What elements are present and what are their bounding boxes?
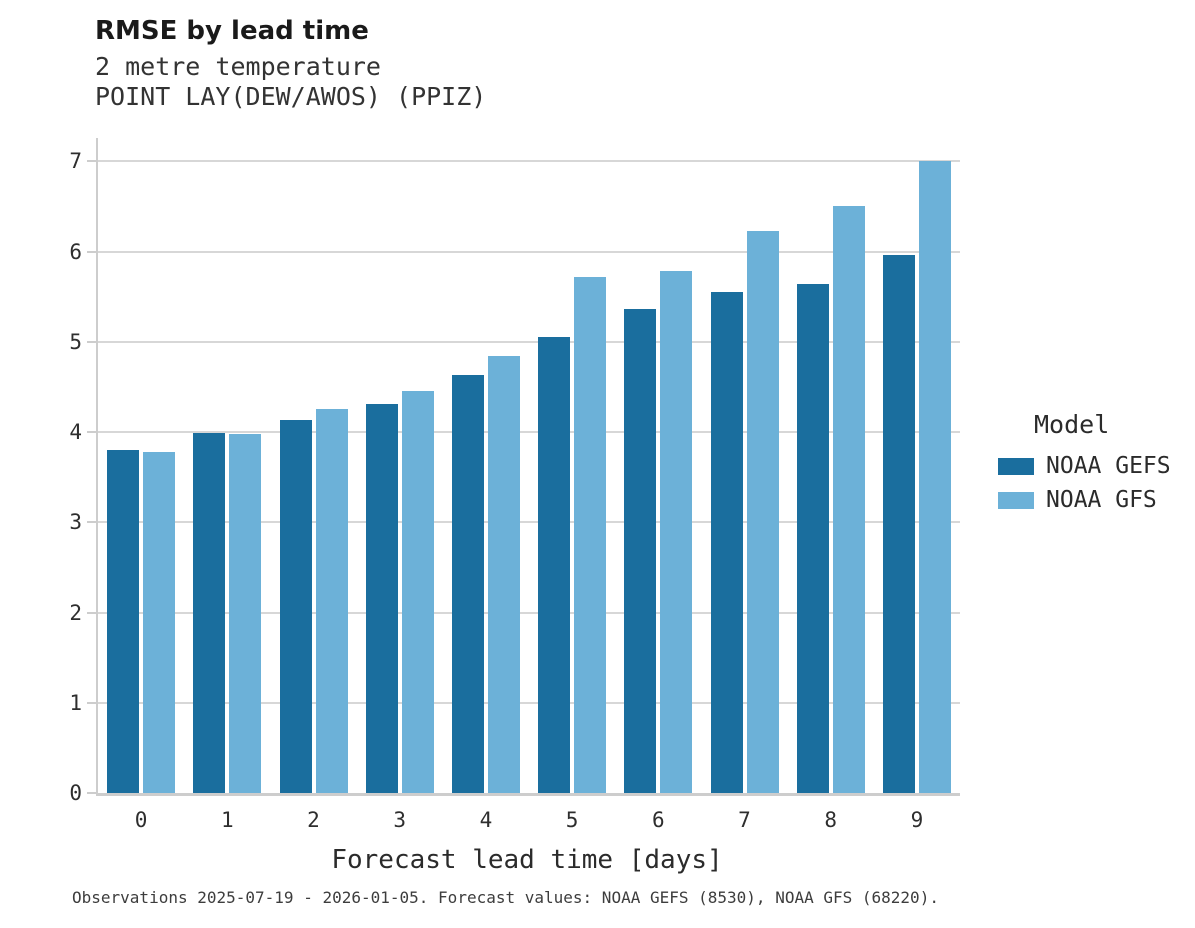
- bar-noaa-gefs-day-4: [451, 375, 484, 793]
- gridline: [98, 701, 960, 704]
- bar-noaa-gfs-day-5: [574, 276, 607, 793]
- x-tick-label: 3: [393, 808, 407, 832]
- x-tick-label: 8: [824, 808, 838, 832]
- y-tick-label: 6: [69, 239, 82, 264]
- x-tick-label: 7: [738, 808, 751, 832]
- y-tick-label: 0: [69, 781, 82, 805]
- y-tick-label: 3: [69, 510, 82, 535]
- bar-noaa-gefs-day-1: [193, 433, 226, 793]
- chart-title: RMSE by lead time: [95, 16, 369, 46]
- bar-noaa-gfs-day-3: [401, 390, 434, 793]
- y-tick-label: 1: [69, 690, 82, 715]
- legend-swatch-noaa-gefs: [998, 457, 1034, 475]
- x-tick-label: 0: [134, 808, 148, 832]
- gridline: [98, 611, 960, 614]
- legend-label-noaa-gfs: NOAA GFS: [1046, 487, 1157, 513]
- y-tick-mark: [87, 160, 96, 163]
- y-tick-mark: [87, 701, 96, 704]
- bar-noaa-gefs-day-6: [624, 309, 657, 793]
- legend-item-noaa-gfs: NOAA GFS: [998, 483, 1193, 517]
- y-tick-label: 5: [69, 329, 82, 354]
- bar-noaa-gefs-day-0: [107, 450, 140, 793]
- bar-noaa-gfs-day-6: [660, 270, 693, 793]
- gridline: [98, 521, 960, 524]
- bar-noaa-gfs-day-2: [315, 408, 348, 793]
- x-tick-label: 6: [651, 808, 665, 832]
- y-tick-label: 4: [69, 420, 82, 445]
- x-tick-label: 4: [479, 808, 493, 832]
- bar-noaa-gefs-day-7: [710, 292, 743, 793]
- y-tick-mark: [87, 792, 96, 794]
- y-tick-label: 7: [69, 149, 82, 174]
- x-tick-label: 1: [220, 808, 234, 832]
- x-axis-label: Forecast lead time [days]: [331, 845, 723, 875]
- bar-noaa-gfs-day-9: [918, 161, 951, 793]
- gridline: [98, 250, 960, 253]
- bar-noaa-gefs-day-3: [365, 404, 398, 793]
- subtitle-line-2: POINT LAY(DEW/AWOS) (PPIZ): [95, 82, 487, 111]
- legend-label-noaa-gefs: NOAA GEFS: [1046, 453, 1171, 479]
- x-tick-label: 2: [307, 808, 320, 832]
- x-tick-label: 9: [910, 808, 924, 832]
- bar-noaa-gefs-day-9: [882, 255, 915, 793]
- bar-noaa-gefs-day-8: [796, 284, 829, 793]
- gridline: [98, 160, 960, 163]
- bar-noaa-gefs-day-5: [538, 337, 571, 793]
- subtitle-line-1: 2 metre temperature: [95, 52, 381, 81]
- y-tick-mark: [87, 611, 96, 614]
- bar-noaa-gefs-day-2: [279, 420, 312, 793]
- chart-subtitle: 2 metre temperature POINT LAY(DEW/AWOS) (…: [95, 52, 486, 112]
- legend-swatch-noaa-gfs: [998, 491, 1034, 509]
- gridline: [98, 340, 960, 343]
- bar-noaa-gfs-day-0: [143, 451, 176, 793]
- x-tick-label: 5: [565, 808, 579, 832]
- bar-noaa-gfs-day-8: [832, 205, 865, 793]
- bar-noaa-gfs-day-1: [229, 433, 262, 793]
- legend-item-noaa-gefs: NOAA GEFS: [998, 449, 1193, 483]
- legend: Model NOAA GEFS NOAA GFS: [998, 410, 1193, 517]
- gridline: [98, 431, 960, 434]
- y-tick-label: 2: [69, 600, 82, 625]
- y-tick-mark: [87, 431, 96, 434]
- bar-noaa-gfs-day-4: [487, 356, 520, 793]
- legend-title: Model: [1034, 410, 1110, 439]
- plot-area: 0 1 2 3 4 5 6 7 0 1 2 3 4 5 6 7 8 9: [69, 138, 960, 832]
- y-tick-mark: [87, 521, 96, 524]
- y-tick-mark: [87, 340, 96, 343]
- bar-noaa-gfs-day-7: [746, 230, 779, 793]
- y-tick-mark: [87, 250, 96, 253]
- footer-caption: Observations 2025-07-19 - 2026-01-05. Fo…: [72, 888, 939, 907]
